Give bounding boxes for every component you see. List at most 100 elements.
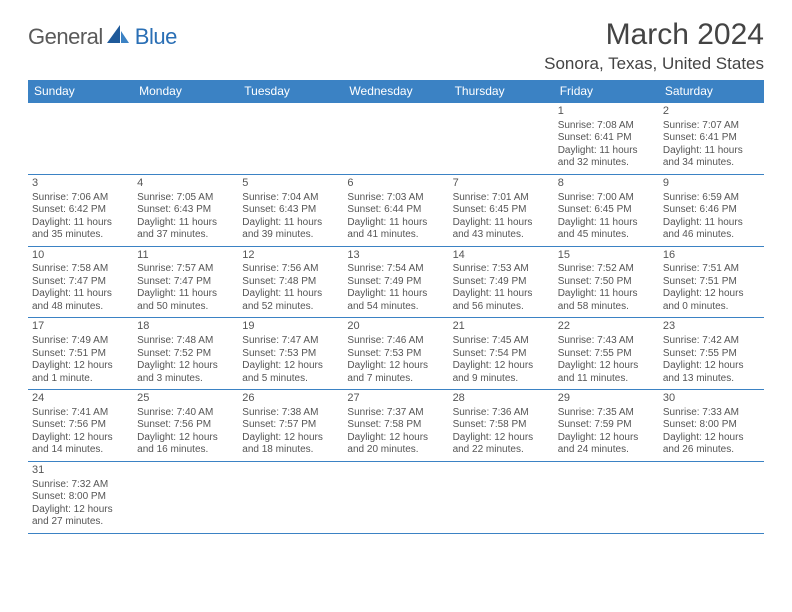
calendar-cell-empty [133, 103, 238, 175]
daylight-text: and 37 minutes. [137, 229, 234, 242]
daylight-text: and 56 minutes. [453, 301, 550, 314]
sunrise-text: Sunrise: 7:03 AM [347, 192, 444, 205]
daylight-text: and 18 minutes. [242, 444, 339, 457]
daylight-text: and 58 minutes. [558, 301, 655, 314]
sunrise-text: Sunrise: 7:56 AM [242, 263, 339, 276]
sunset-text: Sunset: 6:46 PM [663, 204, 760, 217]
sunset-text: Sunset: 7:51 PM [663, 276, 760, 289]
sunset-text: Sunset: 7:47 PM [137, 276, 234, 289]
sunrise-text: Sunrise: 7:38 AM [242, 407, 339, 420]
calendar-cell: 9Sunrise: 6:59 AMSunset: 6:46 PMDaylight… [659, 174, 764, 246]
daylight-text: and 45 minutes. [558, 229, 655, 242]
calendar-cell: 21Sunrise: 7:45 AMSunset: 7:54 PMDayligh… [449, 318, 554, 390]
sunrise-text: Sunrise: 7:06 AM [32, 192, 129, 205]
sunrise-text: Sunrise: 7:48 AM [137, 335, 234, 348]
daylight-text: and 46 minutes. [663, 229, 760, 242]
calendar-cell: 16Sunrise: 7:51 AMSunset: 7:51 PMDayligh… [659, 246, 764, 318]
daylight-text: Daylight: 11 hours [32, 217, 129, 230]
sunset-text: Sunset: 6:41 PM [558, 132, 655, 145]
sunrise-text: Sunrise: 7:52 AM [558, 263, 655, 276]
calendar-row: 10Sunrise: 7:58 AMSunset: 7:47 PMDayligh… [28, 246, 764, 318]
sunrise-text: Sunrise: 7:58 AM [32, 263, 129, 276]
daylight-text: Daylight: 11 hours [558, 217, 655, 230]
daylight-text: and 1 minute. [32, 373, 129, 386]
calendar-cell-empty [343, 103, 448, 175]
daylight-text: and 3 minutes. [137, 373, 234, 386]
day-number: 8 [558, 177, 655, 191]
sunrise-text: Sunrise: 7:40 AM [137, 407, 234, 420]
sunrise-text: Sunrise: 7:41 AM [32, 407, 129, 420]
daylight-text: Daylight: 12 hours [558, 360, 655, 373]
sunrise-text: Sunrise: 7:32 AM [32, 479, 129, 492]
sunset-text: Sunset: 7:53 PM [242, 348, 339, 361]
daylight-text: and 35 minutes. [32, 229, 129, 242]
day-number: 3 [32, 177, 129, 191]
daylight-text: and 16 minutes. [137, 444, 234, 457]
day-number: 22 [558, 320, 655, 334]
daylight-text: and 13 minutes. [663, 373, 760, 386]
sunset-text: Sunset: 7:53 PM [347, 348, 444, 361]
day-number: 11 [137, 249, 234, 263]
day-number: 4 [137, 177, 234, 191]
sunset-text: Sunset: 7:50 PM [558, 276, 655, 289]
daylight-text: and 11 minutes. [558, 373, 655, 386]
sunrise-text: Sunrise: 7:51 AM [663, 263, 760, 276]
sunrise-text: Sunrise: 7:42 AM [663, 335, 760, 348]
sunset-text: Sunset: 8:00 PM [32, 491, 129, 504]
sunrise-text: Sunrise: 7:57 AM [137, 263, 234, 276]
daylight-text: and 9 minutes. [453, 373, 550, 386]
day-number: 16 [663, 249, 760, 263]
day-number: 31 [32, 464, 129, 478]
calendar-cell: 24Sunrise: 7:41 AMSunset: 7:56 PMDayligh… [28, 390, 133, 462]
calendar-cell: 14Sunrise: 7:53 AMSunset: 7:49 PMDayligh… [449, 246, 554, 318]
calendar-cell: 25Sunrise: 7:40 AMSunset: 7:56 PMDayligh… [133, 390, 238, 462]
col-monday: Monday [133, 80, 238, 103]
header: General Blue March 2024 Sonora, Texas, U… [28, 18, 764, 74]
sunrise-text: Sunrise: 7:35 AM [558, 407, 655, 420]
day-number: 27 [347, 392, 444, 406]
calendar-cell: 23Sunrise: 7:42 AMSunset: 7:55 PMDayligh… [659, 318, 764, 390]
calendar-cell: 8Sunrise: 7:00 AMSunset: 6:45 PMDaylight… [554, 174, 659, 246]
col-tuesday: Tuesday [238, 80, 343, 103]
daylight-text: Daylight: 11 hours [558, 145, 655, 158]
location-label: Sonora, Texas, United States [544, 54, 764, 74]
sunset-text: Sunset: 8:00 PM [663, 419, 760, 432]
daylight-text: and 22 minutes. [453, 444, 550, 457]
calendar-cell: 13Sunrise: 7:54 AMSunset: 7:49 PMDayligh… [343, 246, 448, 318]
calendar-cell: 5Sunrise: 7:04 AMSunset: 6:43 PMDaylight… [238, 174, 343, 246]
calendar-cell-empty [133, 461, 238, 533]
title-block: March 2024 Sonora, Texas, United States [544, 18, 764, 74]
col-friday: Friday [554, 80, 659, 103]
daylight-text: Daylight: 11 hours [663, 145, 760, 158]
calendar-cell: 6Sunrise: 7:03 AMSunset: 6:44 PMDaylight… [343, 174, 448, 246]
daylight-text: Daylight: 11 hours [137, 288, 234, 301]
day-number: 10 [32, 249, 129, 263]
day-number: 26 [242, 392, 339, 406]
daylight-text: Daylight: 12 hours [137, 360, 234, 373]
daylight-text: and 52 minutes. [242, 301, 339, 314]
daylight-text: and 32 minutes. [558, 157, 655, 170]
sunrise-text: Sunrise: 7:43 AM [558, 335, 655, 348]
sunset-text: Sunset: 7:49 PM [347, 276, 444, 289]
calendar-cell: 2Sunrise: 7:07 AMSunset: 6:41 PMDaylight… [659, 103, 764, 175]
sunset-text: Sunset: 7:47 PM [32, 276, 129, 289]
calendar-cell: 1Sunrise: 7:08 AMSunset: 6:41 PMDaylight… [554, 103, 659, 175]
calendar-cell: 28Sunrise: 7:36 AMSunset: 7:58 PMDayligh… [449, 390, 554, 462]
day-number: 2 [663, 105, 760, 119]
calendar-cell-empty [659, 461, 764, 533]
daylight-text: Daylight: 12 hours [347, 432, 444, 445]
daylight-text: Daylight: 12 hours [347, 360, 444, 373]
calendar-cell: 22Sunrise: 7:43 AMSunset: 7:55 PMDayligh… [554, 318, 659, 390]
sunset-text: Sunset: 6:45 PM [558, 204, 655, 217]
daylight-text: Daylight: 12 hours [558, 432, 655, 445]
calendar-cell: 27Sunrise: 7:37 AMSunset: 7:58 PMDayligh… [343, 390, 448, 462]
sunset-text: Sunset: 6:44 PM [347, 204, 444, 217]
sunset-text: Sunset: 6:41 PM [663, 132, 760, 145]
calendar-cell-empty [554, 461, 659, 533]
sunrise-text: Sunrise: 7:36 AM [453, 407, 550, 420]
daylight-text: and 50 minutes. [137, 301, 234, 314]
daylight-text: Daylight: 12 hours [663, 360, 760, 373]
day-number: 17 [32, 320, 129, 334]
sunset-text: Sunset: 7:59 PM [558, 419, 655, 432]
daylight-text: Daylight: 12 hours [242, 360, 339, 373]
